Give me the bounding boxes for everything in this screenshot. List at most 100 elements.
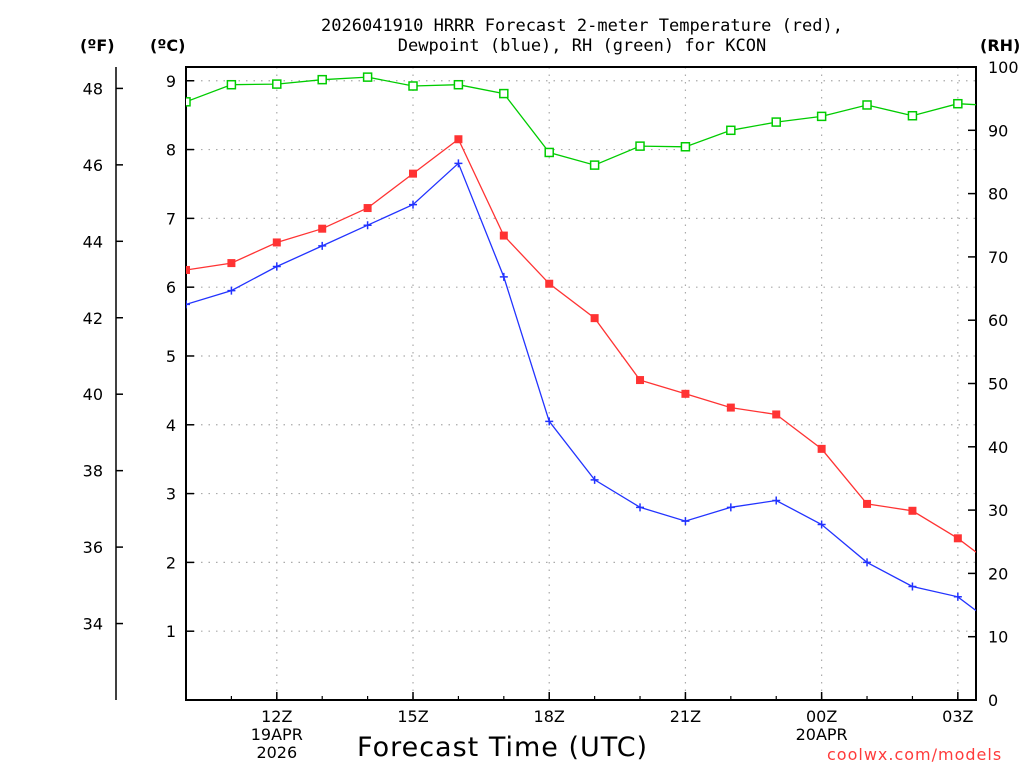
fahrenheit-tick-label: 42 xyxy=(83,309,103,328)
dewpoint-point xyxy=(409,200,418,209)
fahrenheit-tick-label: 34 xyxy=(83,615,103,634)
rh-tick-label: 100 xyxy=(988,58,1019,77)
chart-title-line2: Dewpoint (blue), RH (green) for KCON xyxy=(397,36,767,56)
dewpoint-point xyxy=(908,582,917,591)
dewpoint-point xyxy=(454,159,463,168)
chart-title: 2026041910 HRRR Forecast 2-meter Tempera… xyxy=(0,16,1024,56)
rh-unit-label: (RH) xyxy=(980,36,1021,55)
fahrenheit-tick-label: 36 xyxy=(83,538,103,557)
celsius-tick-label: 7 xyxy=(166,209,176,228)
rh-point xyxy=(726,125,736,136)
dewpoint-point xyxy=(636,503,645,512)
temperature-point xyxy=(726,403,735,412)
temperature-line xyxy=(186,138,976,553)
celsius-tick-label: 2 xyxy=(166,553,176,572)
dewpoint-point xyxy=(772,496,781,505)
temperature-point xyxy=(318,224,327,233)
rh-tick-label: 70 xyxy=(988,248,1008,267)
x-axis-title: Forecast Time (UTC) xyxy=(357,732,649,763)
rh-point xyxy=(771,117,781,127)
dewpoint-point xyxy=(590,475,599,484)
fahrenheit-tick-label: 46 xyxy=(83,156,103,175)
rh-point xyxy=(453,79,464,90)
chart-title-line1: 2026041910 HRRR Forecast 2-meter Tempera… xyxy=(321,16,843,36)
temperature-point xyxy=(499,231,508,240)
celsius-tick-label: 4 xyxy=(166,416,176,435)
celsius-tick-label: 6 xyxy=(166,278,176,297)
series-rh xyxy=(186,72,1007,170)
fahrenheit-unit-label: (ºF) xyxy=(80,36,115,55)
dewpoint-point xyxy=(545,417,554,426)
rh-point xyxy=(680,142,691,152)
rh-point xyxy=(907,110,918,121)
temperature-point xyxy=(636,376,645,385)
rh-point xyxy=(317,74,327,85)
series-dewpoint xyxy=(186,159,976,612)
dewpoint-point xyxy=(186,300,190,309)
axes xyxy=(115,66,977,701)
rh-point xyxy=(589,160,600,170)
temperature-point xyxy=(772,410,781,419)
dewpoint-point xyxy=(272,262,281,271)
celsius-tick-label: 8 xyxy=(166,141,176,160)
rh-point xyxy=(186,97,191,107)
temperature-point xyxy=(409,169,418,178)
x-tick-label: 00Z xyxy=(806,707,837,726)
fahrenheit-tick-label: 40 xyxy=(83,385,103,404)
fahrenheit-tick-label: 48 xyxy=(83,79,103,98)
celsius-unit-label: (ºC) xyxy=(150,36,186,55)
rh-point xyxy=(272,79,282,89)
rh-tick-label: 10 xyxy=(988,628,1008,647)
x-tick-label: 21Z xyxy=(670,707,701,726)
temperature-point xyxy=(863,499,872,508)
rh-tick-label: 30 xyxy=(988,501,1008,520)
temperature-point xyxy=(227,259,236,268)
dewpoint-point xyxy=(953,592,962,601)
rh-point xyxy=(862,100,872,110)
series-temperature xyxy=(186,135,976,553)
rh-tick-label: 0 xyxy=(988,691,998,710)
rh-tick-label: 50 xyxy=(988,375,1008,394)
celsius-tick-label: 9 xyxy=(166,72,176,91)
rh-tick-label: 20 xyxy=(988,564,1008,583)
dewpoint-point xyxy=(863,558,872,567)
temperature-point xyxy=(272,238,281,247)
x-tick-label: 2026 xyxy=(256,743,297,762)
temperature-point xyxy=(186,265,190,274)
celsius-tick-label: 3 xyxy=(166,485,176,504)
rh-point xyxy=(635,141,645,151)
rh-point xyxy=(226,79,237,90)
x-tick-label: 19APR xyxy=(251,725,303,744)
dewpoint-point xyxy=(363,221,372,230)
temperature-point xyxy=(363,204,372,213)
credit-link[interactable]: coolwx.com/models xyxy=(827,745,1003,764)
rh-point xyxy=(499,88,509,99)
rh-point xyxy=(408,81,418,91)
rh-line xyxy=(186,76,976,166)
x-tick-label: 03Z xyxy=(942,707,973,726)
rh-point xyxy=(544,147,554,158)
rh-tick-label: 40 xyxy=(988,438,1008,457)
fahrenheit-tick-label: 38 xyxy=(83,462,103,481)
temperature-point xyxy=(681,389,690,398)
dewpoint-point xyxy=(726,503,735,512)
rh-point xyxy=(953,98,963,109)
dewpoint-point xyxy=(681,517,690,526)
celsius-tick-label: 1 xyxy=(166,622,176,641)
temperature-point xyxy=(908,506,917,515)
temperature-point xyxy=(590,314,599,323)
temperature-point xyxy=(817,444,826,453)
x-tick-label: 15Z xyxy=(397,707,428,726)
rh-tick-label: 80 xyxy=(988,185,1008,204)
temperature-point xyxy=(545,279,554,288)
x-tick-label: 18Z xyxy=(534,707,565,726)
dewpoint-point xyxy=(499,272,508,281)
rh-point xyxy=(362,72,373,82)
x-tick-label: 20APR xyxy=(796,725,848,744)
dewpoint-point xyxy=(318,241,327,250)
rh-point xyxy=(816,111,827,122)
rh-point xyxy=(999,102,1007,110)
celsius-tick-label: 5 xyxy=(166,347,176,366)
dewpoint-point xyxy=(817,520,826,529)
